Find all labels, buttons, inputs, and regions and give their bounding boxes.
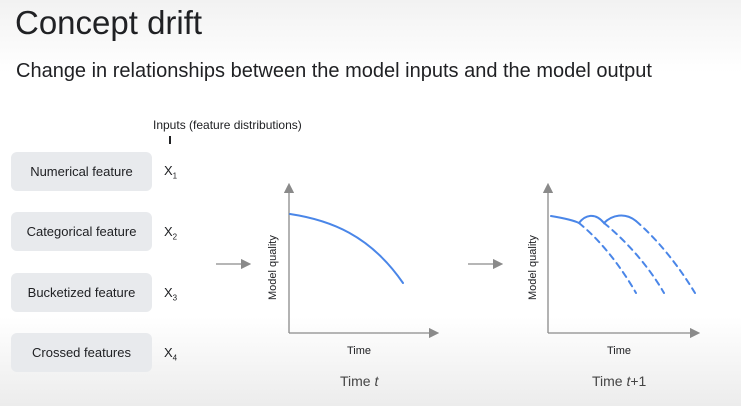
chart1-caption: Time t (340, 373, 379, 389)
chart2-x-label: Time (607, 345, 631, 357)
feature-var-x2: X2 (164, 224, 178, 242)
feature-box-numerical: Numerical feature (11, 152, 152, 191)
inputs-label: Inputs (feature distributions) (153, 118, 302, 132)
chart1-quality-curve (289, 213, 404, 284)
slide-subtitle: Change in relationships between the mode… (16, 60, 652, 82)
chart2-y-label: Model quality (527, 235, 539, 300)
feature-var-x3: X3 (164, 285, 178, 303)
feature-box-categorical: Categorical feature (11, 212, 152, 251)
chart2-caption: Time t+1 (592, 373, 647, 389)
inputs-tick-mark (169, 136, 171, 144)
feature-box-bucketized: Bucketized feature (11, 273, 152, 312)
chart1-y-label: Model quality (267, 235, 279, 300)
chart2-drift-line-2 (603, 222, 665, 294)
chart2-drift-line-3 (635, 220, 696, 294)
feature-box-crossed: Crossed features (11, 333, 152, 372)
feature-var-x1: X1 (164, 163, 178, 181)
slide-title: Concept drift (15, 4, 203, 41)
chart1-x-label: Time (347, 345, 371, 357)
feature-var-x4: X4 (164, 345, 178, 363)
chart2-quality-curve (550, 214, 637, 225)
chart2-drift-line-1 (578, 222, 637, 294)
